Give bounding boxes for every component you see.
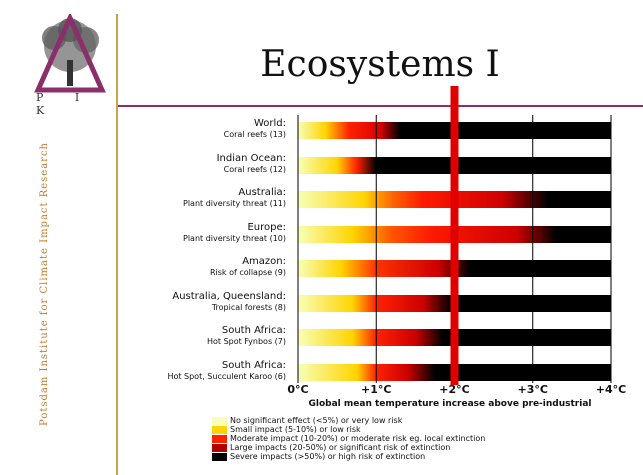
legend-label: Moderate impact (10-20%) or moderate ris… — [230, 434, 486, 443]
threshold-line — [450, 86, 459, 385]
x-axis-label: Global mean temperature increase above p… — [308, 399, 592, 409]
row-detail: Tropical forests (8) — [211, 302, 286, 312]
horizontal-divider — [118, 105, 643, 107]
row-label: South Africa: Hot Spot Fynbos (7) — [110, 325, 286, 347]
row-label: Europe: Plant diversity threat (10) — [110, 222, 286, 244]
legend-label: No significant effect (<5%) or very low … — [230, 416, 403, 425]
x-tick-label: +3°C — [517, 383, 548, 396]
x-tick-label: 0°C — [287, 383, 309, 396]
triangle-icon — [34, 11, 106, 93]
legend-swatch — [212, 417, 227, 425]
row-label: South Africa: Hot Spot, Succulent Karoo (… — [110, 360, 286, 382]
row-detail: Hot Spot Fynbos (7) — [206, 337, 286, 346]
row-detail: Risk of collapse (9) — [209, 268, 286, 277]
legend-label: Severe impacts (>50%) or high risk of ex… — [230, 452, 426, 461]
row-region: South Africa: — [221, 359, 286, 371]
row-detail: Plant diversity threat (10) — [183, 233, 286, 243]
legend-swatch — [212, 435, 227, 443]
row-region: Australia: — [238, 187, 286, 198]
legend-swatch — [212, 453, 227, 461]
legend-swatch — [212, 426, 227, 434]
x-tick-label: +2°C — [439, 383, 470, 396]
row-label: Australia, Queensland: Tropical forests (… — [110, 291, 286, 313]
logo-text: P I K — [36, 91, 94, 117]
row-detail: Hot Spot, Succulent Karoo (6) — [167, 371, 286, 381]
row-region: South Africa: — [221, 325, 286, 336]
row-detail: Coral reefs (12) — [223, 164, 286, 174]
row-region: World: — [253, 118, 286, 129]
x-tick-label: +1°C — [361, 383, 392, 396]
row-region: Amazon: — [242, 256, 286, 267]
row-label: Australia: Plant diversity threat (11) — [110, 187, 286, 209]
x-tick-label: +4°C — [595, 383, 627, 396]
row-label: Amazon: Risk of collapse (9) — [110, 256, 286, 278]
legend-label: Small impact (5-10%) or low risk — [230, 425, 361, 434]
pik-logo — [30, 11, 110, 106]
row-label: World: Coral reefs (13) — [110, 118, 286, 140]
row-label: Indian Ocean: Coral reefs (12) — [110, 153, 286, 175]
row-region: Europe: — [247, 221, 286, 233]
row-detail: Coral reefs (13) — [223, 130, 286, 139]
row-region: Australia, Queensland: — [172, 290, 286, 302]
vertical-divider — [116, 14, 118, 475]
slide-title: Ecosystems I — [260, 44, 500, 85]
row-detail: Plant diversity threat (11) — [183, 199, 286, 208]
row-region: Indian Ocean: — [216, 152, 286, 164]
legend-label: Large impacts (20-50%) or significant ri… — [230, 443, 451, 452]
legend-swatch — [212, 444, 227, 452]
